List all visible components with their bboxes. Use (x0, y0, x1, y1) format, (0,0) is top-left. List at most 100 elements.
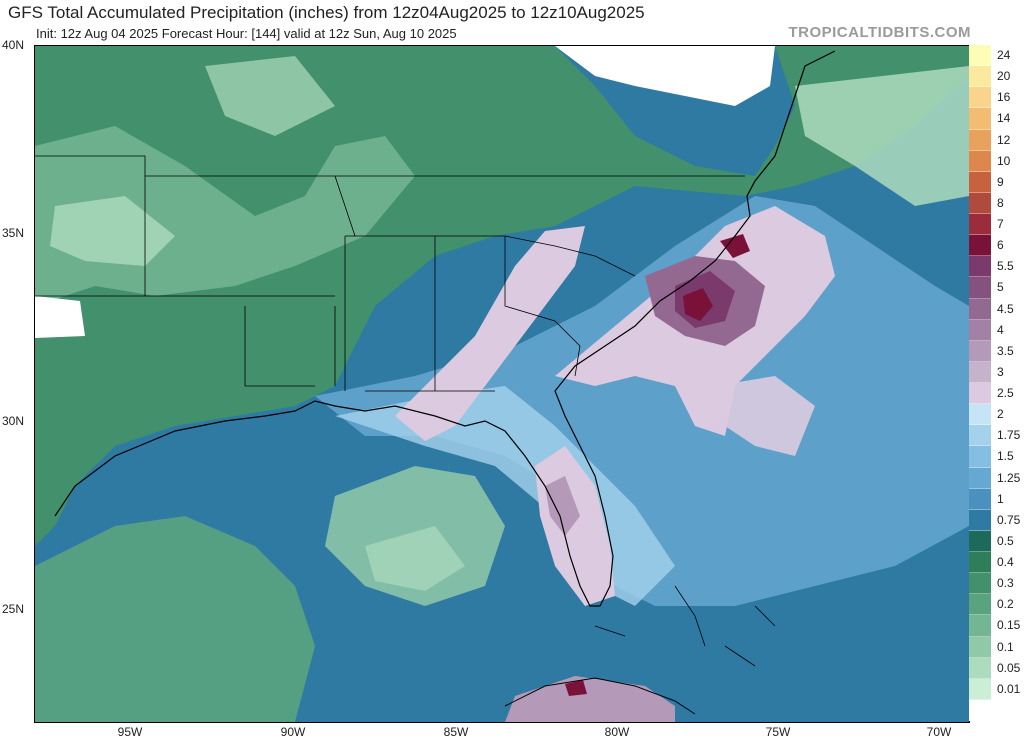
legend-level: 24 (969, 45, 1024, 67)
rain-3in-florida (545, 476, 580, 536)
legend-level: 6 (969, 235, 1024, 257)
brand-watermark: TROPICALTIDBITS.COM (788, 24, 971, 41)
lon-label-90w: 90W (280, 725, 306, 739)
legend-swatch (969, 446, 991, 468)
legend-level: 0.15 (969, 615, 1024, 637)
legend-label: 0.05 (997, 660, 1021, 675)
legend-level: 2 (969, 404, 1024, 426)
legend-swatch (969, 214, 991, 236)
legend-swatch (969, 108, 991, 130)
legend-level: 1 (969, 488, 1024, 510)
legend-level: 0.05 (969, 657, 1024, 679)
legend-swatch (969, 319, 991, 341)
lon-label-95w: 95W (117, 725, 143, 739)
legend-level: 1.25 (969, 467, 1024, 489)
us-coastline (54, 50, 836, 607)
legend-level: 0.75 (969, 509, 1024, 531)
lon-label-80w: 80W (604, 725, 630, 739)
land-pale-green (50, 196, 175, 266)
lon-label-70w: 70W (926, 725, 952, 739)
gulf-pale-patch (365, 526, 465, 591)
no-precip-west (35, 296, 85, 338)
legend-swatch (969, 467, 991, 489)
legend-label: 16 (997, 90, 1011, 105)
lat-label-25n: 25N (2, 602, 25, 616)
map-subtitle: Init: 12z Aug 04 2025 Forecast Hour: [14… (36, 26, 457, 41)
legend-label: 4 (997, 322, 1004, 337)
legend-swatch (969, 277, 991, 299)
lon-label-75w: 75W (765, 725, 791, 739)
legend-level: 3.5 (969, 340, 1024, 362)
legend-swatch (969, 192, 991, 214)
legend-label: 2.5 (997, 386, 1014, 400)
legend-swatch (969, 298, 991, 320)
legend-label: 0.4 (997, 555, 1014, 569)
legend-label: 8 (997, 195, 1004, 210)
no-precip-northeast (555, 46, 775, 106)
legend-swatch (969, 66, 991, 88)
legend-swatch (969, 509, 991, 531)
heavy-rain-peak-2 (720, 234, 750, 258)
legend-level: 1.75 (969, 425, 1024, 447)
legend-swatch (969, 425, 991, 447)
lat-label-35n: 35N (2, 226, 25, 240)
legend-label: 10 (997, 153, 1011, 168)
legend-swatch (969, 404, 991, 426)
legend-swatch (969, 488, 991, 510)
state-borders (35, 155, 745, 392)
legend-level: 0.01 (969, 678, 1024, 700)
legend-label: 14 (997, 111, 1011, 126)
legend-label: 7 (997, 217, 1004, 231)
legend-level: 10 (969, 150, 1024, 172)
lat-label-30n: 30N (2, 414, 25, 428)
legend-label: 5.5 (997, 259, 1014, 274)
cuba-rain-peak (565, 680, 587, 696)
legend-label: 0.2 (997, 597, 1014, 612)
legend-label: 6 (997, 238, 1004, 253)
cuba-rain (505, 676, 675, 722)
legend-swatch (969, 361, 991, 383)
legend-label: 24 (997, 48, 1011, 62)
legend-label: 0.01 (997, 681, 1021, 696)
legend-level: 0.2 (969, 594, 1024, 616)
legend-swatch (969, 594, 991, 616)
legend-swatch (969, 87, 991, 109)
legend-swatch (969, 256, 991, 278)
legend-swatch (969, 171, 991, 193)
legend-swatch (969, 383, 991, 405)
legend-level: 16 (969, 87, 1024, 109)
legend-label: 9 (997, 174, 1004, 189)
cuba-outline (504, 677, 696, 715)
legend-swatch (969, 699, 991, 721)
heavy-rain-offshore (715, 376, 815, 456)
legend-swatch (969, 129, 991, 151)
legend-swatch (969, 615, 991, 637)
atlantic-pale-band (795, 66, 969, 206)
precipitation-map (34, 45, 970, 723)
legend-level: 8 (969, 192, 1024, 214)
legend-swatch (969, 678, 991, 700)
legend-level: 2.5 (969, 383, 1024, 405)
land-pale-green-2 (205, 56, 335, 136)
legend-level: 0.3 (969, 573, 1024, 595)
legend-label: 3 (997, 364, 1004, 379)
legend-label: 0.1 (997, 639, 1014, 654)
legend-label: 0.15 (997, 618, 1021, 633)
legend-swatch (969, 636, 991, 658)
legend-level: 4.5 (969, 298, 1024, 320)
legend-swatch (969, 573, 991, 595)
legend-label: 1.75 (997, 428, 1021, 443)
legend-label: 0.75 (997, 512, 1021, 527)
lon-label-85w: 85W (443, 725, 469, 739)
legend-level: 7 (969, 214, 1024, 236)
legend-level (969, 699, 1024, 721)
legend-label: 2 (997, 407, 1004, 422)
legend-level: 0.1 (969, 636, 1024, 658)
legend-level: 12 (969, 129, 1024, 151)
legend-level: 9 (969, 171, 1024, 193)
legend-label: 5 (997, 280, 1004, 295)
legend-level: 20 (969, 66, 1024, 88)
heavy-rain-peak (683, 288, 713, 321)
legend-label: 1.25 (997, 470, 1021, 485)
legend-level: 14 (969, 108, 1024, 130)
